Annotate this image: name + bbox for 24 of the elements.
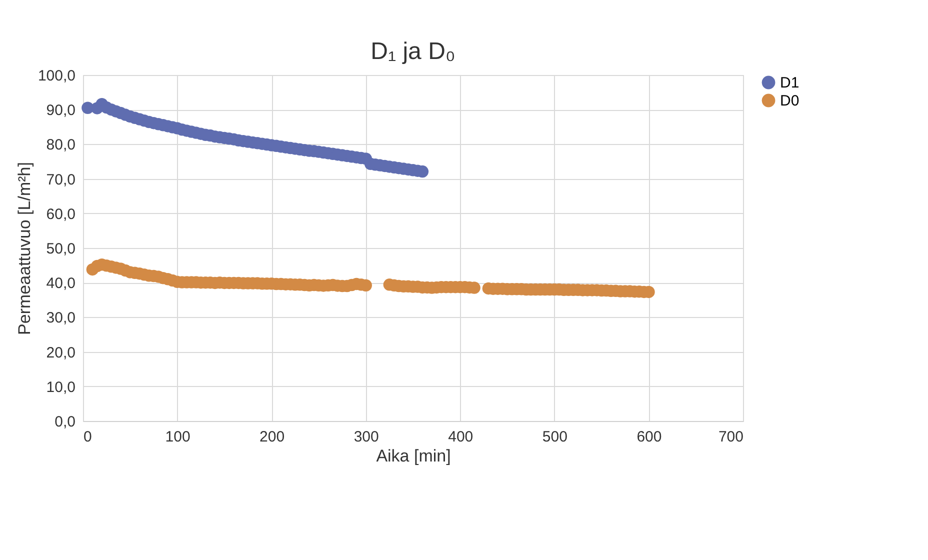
- legend-label: D1: [780, 74, 800, 92]
- legend-label: D0: [780, 92, 800, 110]
- y-tick-label: 70,0: [46, 171, 76, 188]
- y-tick-label: 90,0: [46, 102, 76, 120]
- x-tick-label: 200: [260, 428, 285, 446]
- y-tick-label: 60,0: [46, 206, 76, 223]
- y-tick-label: 0,0: [54, 414, 76, 430]
- x-tick-label: 300: [354, 428, 379, 446]
- y-tick-label: 40,0: [46, 275, 76, 292]
- x-axis-title: Aika [min]: [376, 446, 451, 466]
- y-tick-label: 20,0: [46, 344, 76, 362]
- x-tick-label: 0: [84, 428, 92, 446]
- y-tick-label: 10,0: [46, 378, 76, 396]
- y-tick-label: 30,0: [46, 310, 76, 327]
- y-tick-label: 50,0: [46, 240, 76, 258]
- y-tick-label: 80,0: [46, 136, 76, 154]
- x-tick-label: 100: [165, 428, 190, 446]
- x-tick-label: 700: [718, 428, 744, 446]
- y-tick-label: 100,0: [38, 68, 76, 84]
- x-tick-label: 500: [542, 428, 568, 446]
- chart-title: D₁ ja D₀: [370, 38, 456, 65]
- x-tick-label: 400: [448, 428, 474, 446]
- x-tick-label: 600: [636, 428, 662, 446]
- y-axis-title: Permeaattuvuo [L/m²h]: [14, 162, 34, 335]
